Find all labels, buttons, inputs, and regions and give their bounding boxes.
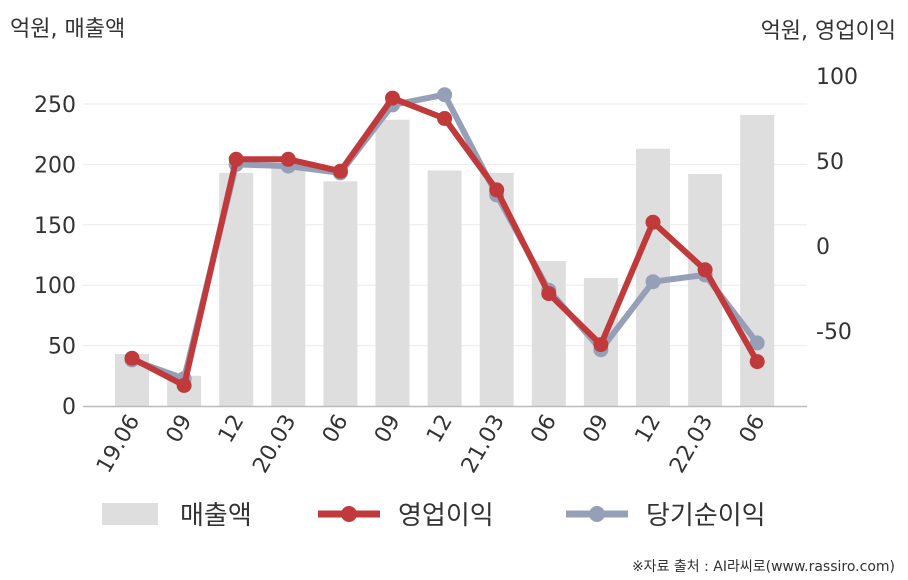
operating-profit-point <box>437 111 453 126</box>
legend-swatch-revenue <box>102 503 158 525</box>
x-tick-label: 21.03 <box>457 411 510 478</box>
x-tick-label: 06 <box>735 411 771 448</box>
revenue-bar <box>271 165 306 406</box>
x-tick-label: 12 <box>631 411 667 448</box>
source-note: ※자료 출처 : AI라씨로(www.rassiro.com) <box>632 559 895 575</box>
right-tick-label: 100 <box>816 65 858 90</box>
legend-marker-net-income <box>589 506 605 522</box>
right-axis-ticks: -50 0 50 100 <box>816 65 858 345</box>
operating-profit-point <box>280 151 296 167</box>
right-tick-label: 0 <box>816 235 830 260</box>
x-tick-label: 09 <box>370 411 406 448</box>
right-tick-label: -50 <box>816 320 852 345</box>
profit-lines <box>124 87 765 393</box>
x-tick-label: 12 <box>422 411 458 448</box>
operating-profit-point <box>645 214 661 230</box>
operating-profit-point <box>697 262 713 278</box>
operating-profit-point <box>541 286 557 302</box>
right-axis-unit: 억원, 영업이익 <box>761 19 896 44</box>
revenue-bar <box>323 181 358 406</box>
left-tick-label: 0 <box>62 395 76 420</box>
legend-label-revenue: 매출액 <box>180 501 252 531</box>
operating-profit-point <box>749 354 765 370</box>
legend: 매출액 영업이익 당기순이익 <box>102 501 766 531</box>
revenue-bar <box>427 170 462 406</box>
left-tick-label: 50 <box>48 335 76 360</box>
legend-marker-operating-profit <box>341 506 357 522</box>
left-axis-ticks: 0 50 100 150 200 250 <box>34 93 76 420</box>
operating-profit-point <box>124 350 140 366</box>
legend-label-operating-profit: 영업이익 <box>398 501 494 531</box>
revenue-bar <box>375 119 410 406</box>
operating-profit-point <box>332 163 348 179</box>
left-tick-label: 250 <box>34 93 76 118</box>
net-income-point <box>645 274 661 290</box>
operating-profit-point <box>593 337 609 353</box>
operating-profit-point <box>228 151 244 167</box>
net-income-point <box>437 87 453 103</box>
x-tick-label: 22.03 <box>665 411 718 478</box>
legend-label-net-income: 당기순이익 <box>646 501 766 531</box>
operating-profit-point <box>176 377 192 393</box>
x-tick-label: 06 <box>526 411 562 448</box>
net-income-point <box>749 335 765 351</box>
x-tick-label: 09 <box>578 411 614 448</box>
x-tick-label: 09 <box>162 411 198 448</box>
left-tick-label: 200 <box>34 153 76 178</box>
left-axis-unit: 억원, 매출액 <box>10 17 125 42</box>
x-tick-label: 12 <box>214 411 250 448</box>
operating-profit-point <box>385 90 400 106</box>
x-tick-label: 20.03 <box>248 411 301 478</box>
right-tick-label: 50 <box>816 150 844 175</box>
x-tick-label: 19.06 <box>92 411 145 478</box>
left-tick-label: 100 <box>34 274 76 299</box>
operating-profit-point <box>489 182 505 198</box>
left-tick-label: 150 <box>34 214 76 239</box>
x-tick-label: 06 <box>318 411 354 448</box>
